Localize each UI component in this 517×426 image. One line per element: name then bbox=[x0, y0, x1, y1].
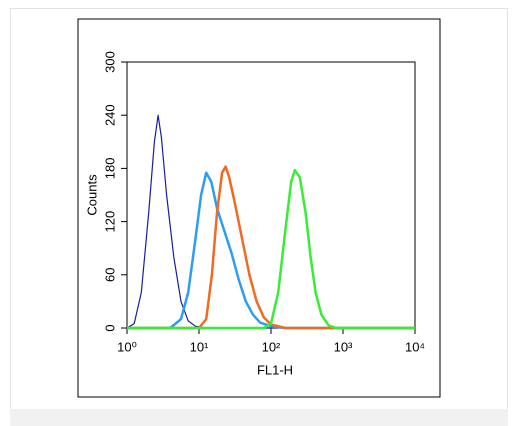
series-line bbox=[126, 114, 415, 329]
bottom-strip bbox=[10, 409, 508, 426]
series-line bbox=[127, 168, 415, 330]
y-tick-label: 180 bbox=[102, 158, 117, 180]
y-tick-label: 300 bbox=[102, 51, 117, 73]
outer-box bbox=[77, 18, 441, 398]
y-tick-label: 0 bbox=[102, 324, 117, 331]
x-tick-label: 10⁰ bbox=[117, 339, 137, 354]
x-tick-label: 10⁴ bbox=[405, 339, 425, 354]
image-frame bbox=[10, 8, 508, 410]
x-tick-label: 10³ bbox=[334, 339, 353, 354]
y-axis-label: Counts bbox=[84, 174, 99, 216]
y-tick-label: 60 bbox=[102, 268, 117, 282]
series-line bbox=[127, 171, 415, 330]
x-axis-label: FL1-H bbox=[257, 362, 293, 377]
x-tick-label: 10¹ bbox=[190, 339, 209, 354]
series-line bbox=[127, 165, 415, 330]
x-tick-label: 10² bbox=[262, 339, 281, 354]
plot-area bbox=[126, 61, 416, 329]
y-tick-label: 240 bbox=[102, 104, 117, 126]
y-tick-label: 120 bbox=[102, 211, 117, 233]
